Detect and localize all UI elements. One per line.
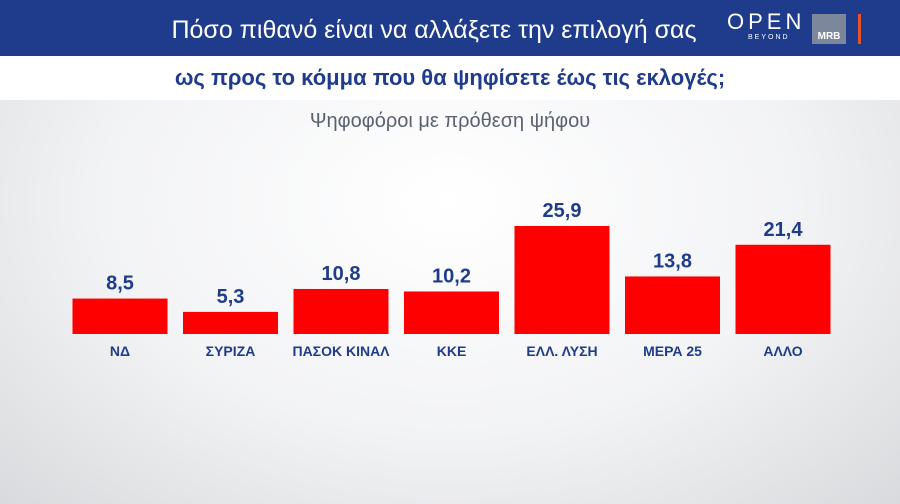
category-label-2: ΠΑΣΟΚ ΚΙΝΑΛ — [292, 343, 390, 359]
bar-1 — [183, 311, 278, 334]
value-label-1: 5,3 — [217, 286, 245, 308]
bar-0 — [72, 298, 168, 334]
bar-2 — [293, 288, 389, 334]
value-label-5: 13,8 — [653, 250, 692, 272]
value-label-6: 21,4 — [764, 219, 804, 241]
logo-accent-bar — [858, 14, 861, 44]
category-label-3: ΚΚΕ — [437, 343, 467, 359]
value-label-3: 10,2 — [432, 265, 471, 287]
mrb-logo: MRB — [812, 14, 846, 44]
category-label-6: ΑΛΛΟ — [763, 343, 802, 359]
category-label-1: ΣΥΡΙΖΑ — [206, 343, 256, 359]
subtitle-bar: ως προς το κόμμα που θα ψηφίσετε έως τις… — [0, 56, 900, 100]
bar-4 — [514, 226, 610, 334]
open-logo: OPEN — [727, 9, 806, 34]
category-label-4: ΕΛΛ. ΛΥΣΗ — [526, 343, 597, 359]
chart-caption: Ψηφοφόροι με πρόθεση ψήφου — [309, 110, 591, 132]
page-title: Πόσο πιθανό είναι να αλλάξετε την επιλογ… — [171, 16, 697, 44]
bar-5 — [625, 276, 720, 334]
header-bar: Πόσο πιθανό είναι να αλλάξετε την επιλογ… — [0, 0, 900, 56]
bar-6 — [735, 244, 831, 334]
mrb-logo-text: MRB — [817, 31, 841, 42]
value-label-0: 8,5 — [106, 273, 134, 295]
open-logo-tagline: BEYOND — [748, 34, 790, 41]
category-label-0: ΝΔ — [110, 343, 130, 359]
value-label-4: 25,9 — [543, 200, 582, 222]
bar-3 — [404, 291, 499, 334]
page-subtitle: ως προς το κόμμα που θα ψηφίσετε έως τις… — [174, 65, 726, 90]
category-label-5: ΜΕΡΑ 25 — [643, 343, 702, 359]
value-label-2: 10,8 — [322, 263, 361, 285]
